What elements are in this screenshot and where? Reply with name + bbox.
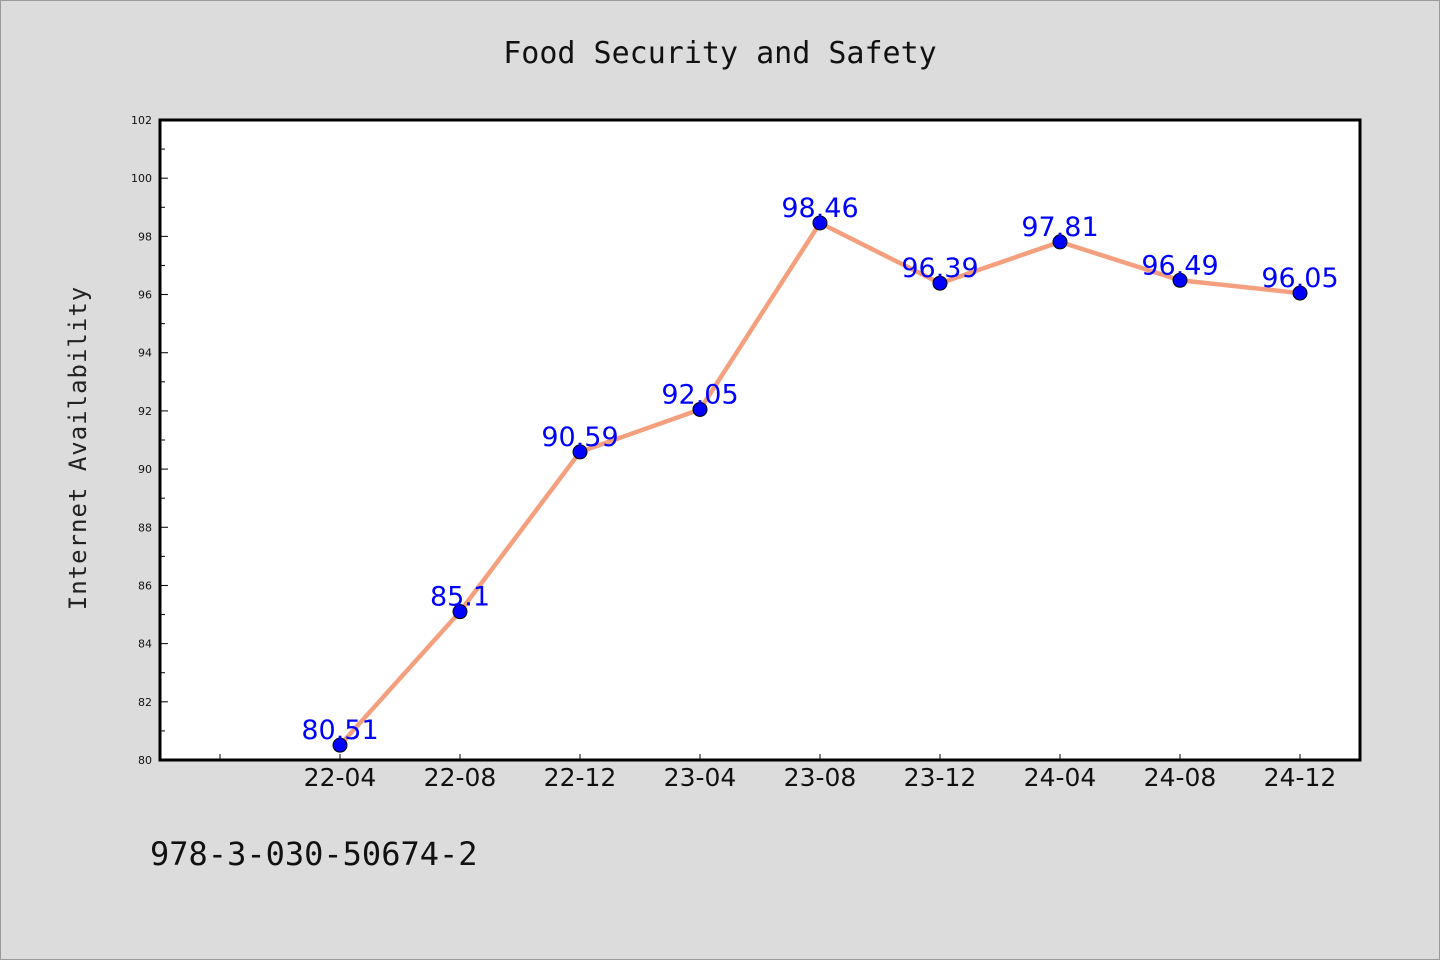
data-label: 98.46 — [781, 193, 858, 224]
data-label: 90.59 — [541, 422, 618, 453]
x-tick-label: 22-12 — [544, 763, 617, 792]
data-point — [452, 604, 468, 620]
data-label: 92.05 — [661, 379, 738, 410]
data-label: 97.81 — [1021, 212, 1098, 243]
data-labels: 80.51 85.1 90.59 92.05 98.46 96.39 97.81 96.49 9… — [301, 193, 1338, 746]
footnote-isbn: 978-3-030-50674-2 — [150, 835, 478, 873]
y-tick-label: 102 — [131, 114, 152, 127]
data-markers — [332, 215, 1308, 753]
x-tick-label: 23-08 — [784, 763, 857, 792]
data-label: 96.39 — [901, 253, 978, 284]
data-label: 80.51 — [301, 715, 378, 746]
plot-frame — [158, 118, 1362, 762]
x-tick-label: 22-04 — [304, 763, 377, 792]
y-tick-label: 94 — [138, 347, 152, 360]
y-tick-label: 96 — [138, 289, 152, 302]
data-point — [1172, 272, 1188, 288]
data-label: 85.1 — [430, 582, 490, 613]
data-point — [812, 215, 828, 231]
data-point — [572, 444, 588, 460]
x-tick-label: 23-04 — [664, 763, 737, 792]
plot-area — [160, 120, 1360, 760]
data-point — [1052, 234, 1068, 250]
x-tick-label: 24-08 — [1144, 763, 1217, 792]
x-tick-label: 23-12 — [904, 763, 977, 792]
data-label: 96.49 — [1141, 250, 1218, 281]
y-tick-label: 84 — [138, 638, 152, 651]
x-tick-label: 24-12 — [1264, 763, 1337, 792]
x-tick-label: 24-04 — [1024, 763, 1097, 792]
y-tick-label: 100 — [131, 172, 152, 185]
data-point — [1292, 285, 1308, 301]
x-axis: 22-04 22-08 22-12 23-04 23-08 23-12 24-04 24-08… — [219, 754, 1337, 792]
y-tick-label: 92 — [138, 405, 152, 418]
y-tick-label: 90 — [138, 463, 152, 476]
data-point — [692, 401, 708, 417]
y-tick-label: 82 — [138, 696, 152, 709]
y-tick-label: 80 — [138, 754, 152, 767]
data-label: 96.05 — [1261, 263, 1338, 294]
data-point — [932, 275, 948, 291]
y-axis-label: Internet Availability — [64, 286, 92, 610]
y-tick-label: 98 — [138, 230, 152, 243]
data-point — [332, 737, 348, 753]
y-tick-label: 86 — [138, 579, 152, 592]
y-tick-label: 88 — [138, 521, 152, 534]
x-tick-label: 22-08 — [424, 763, 497, 792]
chart-title: Food Security and Safety — [503, 36, 936, 71]
